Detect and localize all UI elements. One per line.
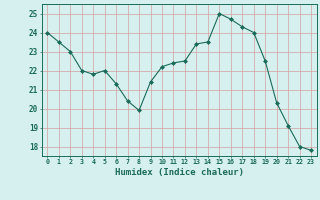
X-axis label: Humidex (Indice chaleur): Humidex (Indice chaleur) xyxy=(115,168,244,177)
